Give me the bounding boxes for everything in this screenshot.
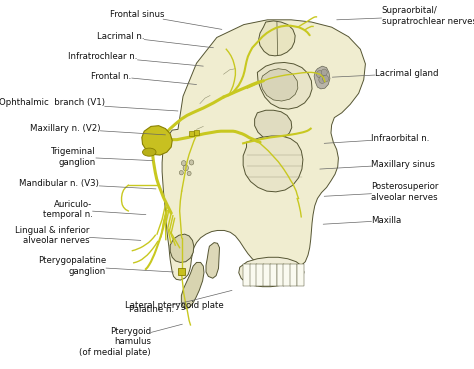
Text: Frontal sinus: Frontal sinus: [110, 10, 222, 30]
Text: Supraorbital/
supratrochlear nerves: Supraorbital/ supratrochlear nerves: [337, 6, 474, 26]
Text: Pterygopalatine
ganglion: Pterygopalatine ganglion: [38, 256, 173, 276]
Circle shape: [187, 171, 191, 176]
Polygon shape: [239, 257, 304, 287]
Text: Lateral pterygoid plate: Lateral pterygoid plate: [125, 290, 232, 310]
Text: Lingual & inferior
alveolar nerves: Lingual & inferior alveolar nerves: [15, 225, 141, 245]
Polygon shape: [290, 263, 297, 286]
Bar: [189, 131, 194, 136]
Polygon shape: [182, 262, 204, 309]
Circle shape: [182, 161, 186, 166]
Polygon shape: [257, 62, 312, 109]
Polygon shape: [314, 66, 330, 89]
Circle shape: [179, 170, 183, 175]
Polygon shape: [243, 263, 251, 286]
Text: Ophthalmic  branch (V1): Ophthalmic branch (V1): [0, 99, 178, 111]
Text: Auriculо-
temporal n.: Auriculо- temporal n.: [43, 200, 146, 219]
Text: Frontal n.: Frontal n.: [91, 72, 197, 85]
Circle shape: [321, 69, 327, 76]
Text: Maxilla: Maxilla: [323, 216, 402, 225]
Text: Infratrochlear n.: Infratrochlear n.: [68, 52, 203, 66]
Text: Posterosuperior
alveolar nerves: Posterosuperior alveolar nerves: [324, 182, 439, 201]
Polygon shape: [250, 263, 257, 286]
Polygon shape: [270, 263, 277, 286]
Text: Maxillary sinus: Maxillary sinus: [320, 160, 436, 169]
Polygon shape: [142, 126, 172, 155]
Circle shape: [319, 76, 326, 83]
Polygon shape: [263, 263, 271, 286]
Circle shape: [322, 75, 328, 82]
Text: Trigeminal
ganglion: Trigeminal ganglion: [51, 147, 153, 167]
Circle shape: [183, 165, 189, 171]
Text: Lacrimal gland: Lacrimal gland: [332, 69, 438, 78]
Text: Infraorbital n.: Infraorbital n.: [324, 134, 430, 143]
Polygon shape: [256, 263, 264, 286]
Polygon shape: [283, 263, 291, 286]
Text: Maxillary n. (V2): Maxillary n. (V2): [30, 124, 165, 135]
Polygon shape: [243, 136, 303, 192]
Polygon shape: [297, 263, 304, 286]
Polygon shape: [255, 110, 292, 139]
Polygon shape: [170, 234, 194, 262]
Bar: [178, 268, 185, 275]
Polygon shape: [276, 263, 284, 286]
Bar: [194, 130, 199, 135]
Polygon shape: [162, 20, 365, 280]
Polygon shape: [206, 242, 219, 278]
Circle shape: [189, 160, 194, 165]
Text: Mandibular n. (V3): Mandibular n. (V3): [19, 179, 156, 189]
Polygon shape: [259, 21, 295, 56]
Text: Lacrimal n.: Lacrimal n.: [97, 32, 213, 48]
Text: Palatine n.: Palatine n.: [129, 300, 193, 314]
Polygon shape: [261, 69, 298, 101]
Circle shape: [317, 70, 323, 78]
Ellipse shape: [143, 148, 156, 156]
Text: Pterygoid
hamulus
(of medial plate): Pterygoid hamulus (of medial plate): [79, 324, 182, 357]
